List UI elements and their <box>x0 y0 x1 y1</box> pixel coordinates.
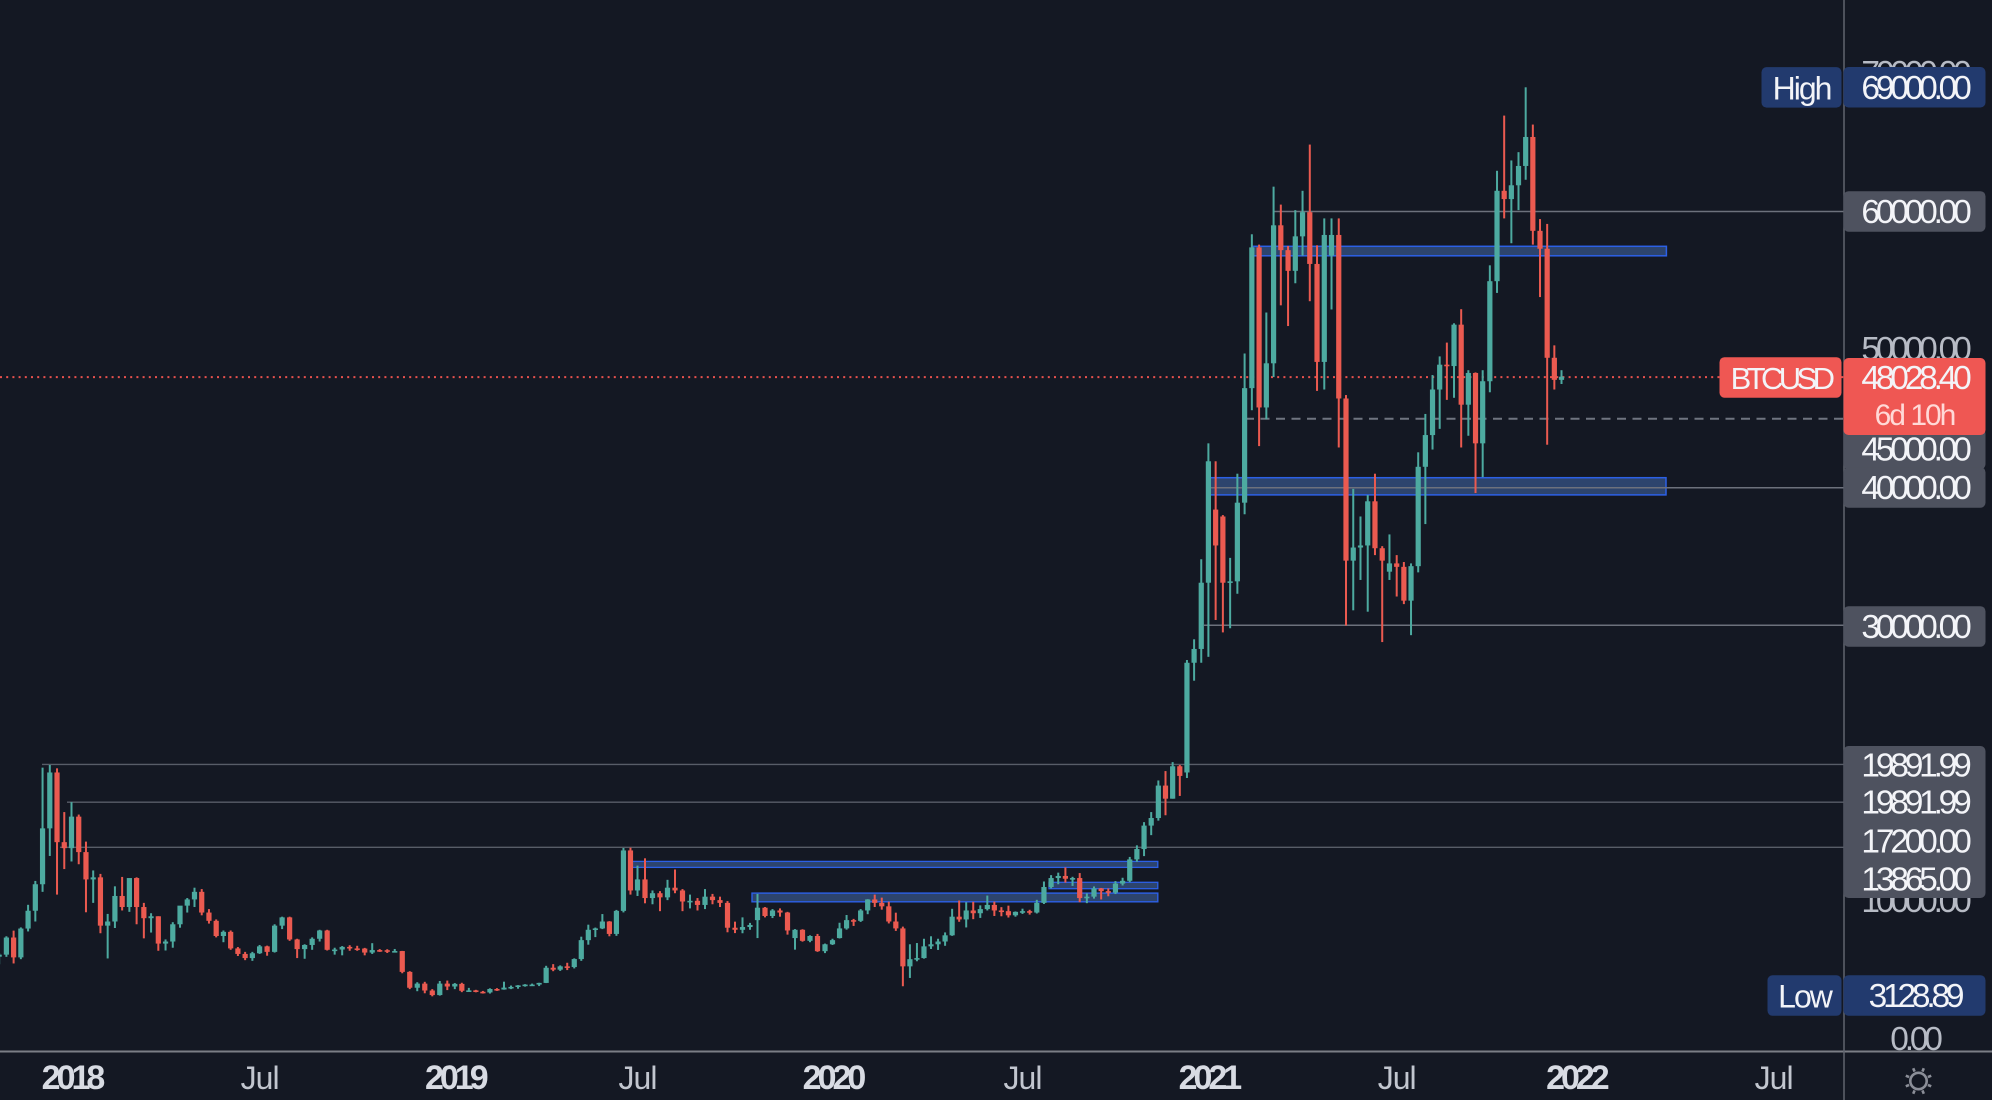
svg-text:69000.00: 69000.00 <box>1861 70 1971 107</box>
svg-text:30000.00: 30000.00 <box>1861 609 1971 646</box>
svg-text:45000.00: 45000.00 <box>1861 432 1971 469</box>
svg-text:19891.99: 19891.99 <box>1861 748 1971 785</box>
svg-text:17200.00: 17200.00 <box>1861 824 1971 861</box>
svg-text:2018: 2018 <box>42 1059 105 1097</box>
svg-text:0.00: 0.00 <box>1890 1021 1942 1058</box>
svg-text:2022: 2022 <box>1546 1059 1609 1097</box>
svg-text:High: High <box>1773 70 1831 106</box>
svg-text:40000.00: 40000.00 <box>1861 470 1971 507</box>
svg-text:13865.00: 13865.00 <box>1861 862 1971 899</box>
svg-text:Jul: Jul <box>1004 1060 1042 1096</box>
svg-text:19891.99: 19891.99 <box>1861 785 1971 822</box>
svg-text:Low: Low <box>1778 979 1834 1015</box>
svg-text:3128.89: 3128.89 <box>1869 978 1964 1015</box>
svg-text:60000.00: 60000.00 <box>1861 194 1971 231</box>
svg-text:BTCUSD: BTCUSD <box>1731 361 1834 396</box>
svg-text:Jul: Jul <box>619 1060 657 1096</box>
svg-text:2019: 2019 <box>425 1059 488 1097</box>
svg-text:2020: 2020 <box>803 1059 866 1097</box>
svg-text:2021: 2021 <box>1179 1059 1242 1097</box>
svg-text:Jul: Jul <box>1755 1060 1793 1096</box>
svg-text:6d 10h: 6d 10h <box>1875 399 1955 432</box>
svg-text:Jul: Jul <box>241 1060 279 1096</box>
svg-text:Jul: Jul <box>1378 1060 1416 1096</box>
svg-text:48028.40: 48028.40 <box>1861 360 1971 397</box>
